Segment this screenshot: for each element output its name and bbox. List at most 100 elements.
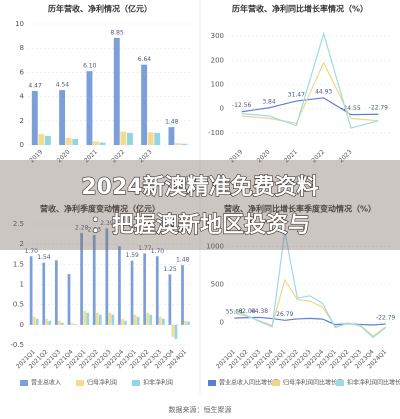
bar xyxy=(120,131,127,145)
chart-title: 历年营收、净利同比增长率情况（%） xyxy=(232,4,368,14)
bar xyxy=(70,322,74,325)
bar xyxy=(65,137,72,145)
bar xyxy=(111,314,115,325)
line xyxy=(234,278,387,337)
bar xyxy=(31,90,38,145)
y-tick-label: 100 xyxy=(211,81,224,89)
data-label: 26.79 xyxy=(276,311,293,318)
y-tick-label: 2.5 xyxy=(13,220,24,228)
y-tick-label: 8 xyxy=(20,44,24,52)
bar xyxy=(58,320,61,325)
y-tick-label: 0 xyxy=(20,141,24,149)
y-tick-label: -0.5 xyxy=(10,341,24,349)
bar xyxy=(161,318,165,325)
bar xyxy=(67,274,71,325)
bar xyxy=(99,142,106,145)
bar xyxy=(126,132,133,145)
y-tick-label: 2 xyxy=(20,117,24,125)
legend-swatch xyxy=(132,380,140,386)
bar xyxy=(108,312,112,325)
data-label: 55.64 xyxy=(226,309,243,316)
bar xyxy=(168,127,175,145)
overlay-band xyxy=(0,160,400,250)
y-tick-label: 4 xyxy=(20,93,25,101)
bar xyxy=(146,312,150,325)
data-label: 1.59 xyxy=(126,252,140,259)
bar xyxy=(105,228,109,325)
y-tick-label: -100 xyxy=(208,129,224,137)
bar xyxy=(121,318,124,325)
bar xyxy=(45,318,49,325)
bar xyxy=(149,314,153,325)
legend-label: 归母净利润同比增长率 xyxy=(283,379,343,387)
bar xyxy=(98,314,102,325)
y-tick-label: 0 xyxy=(220,105,224,113)
chart-title: 营收、净利同比增长率季度变动情况（%） xyxy=(224,204,376,214)
chart-title: 营收、净利季度变动情况（亿元） xyxy=(40,204,160,214)
bar xyxy=(184,320,187,325)
bar xyxy=(187,321,190,325)
bar xyxy=(83,310,86,325)
bar xyxy=(168,274,172,325)
bar xyxy=(59,90,66,145)
legend-swatch xyxy=(208,380,216,386)
y-tick-label: 0 xyxy=(20,321,24,329)
y-tick-label: 2 xyxy=(20,240,24,248)
data-label: 3.84 xyxy=(262,98,276,105)
bar xyxy=(113,37,120,145)
bar xyxy=(32,316,36,325)
legend-label: 营业总收入 xyxy=(31,379,61,387)
data-label: 1.25 xyxy=(163,266,177,273)
data-label: 4.47 xyxy=(28,82,42,89)
bar xyxy=(93,141,99,145)
data-label: 64.38 xyxy=(251,308,268,315)
bar xyxy=(38,134,45,145)
data-label: 2.39 xyxy=(100,220,114,227)
data-label: 6.10 xyxy=(83,63,97,70)
bar xyxy=(147,132,154,145)
bar xyxy=(95,312,99,325)
data-label: 2.23 xyxy=(88,226,102,233)
data-label: 1.70 xyxy=(151,248,165,255)
data-label: 8.85 xyxy=(110,29,124,36)
line xyxy=(241,97,379,116)
bar xyxy=(174,324,178,339)
data-label: 1.77 xyxy=(138,245,152,252)
bar xyxy=(158,316,162,325)
bar xyxy=(35,318,39,325)
data-label: 1.48 xyxy=(165,119,179,126)
bar xyxy=(86,312,90,325)
data-label: 1.48 xyxy=(176,257,190,264)
legend-swatch xyxy=(336,380,344,386)
bar xyxy=(73,324,77,325)
data-label: 44.93 xyxy=(315,88,332,95)
y-tick-label: 6 xyxy=(20,68,25,76)
data-label: 1.54 xyxy=(37,254,51,261)
bar xyxy=(181,143,188,145)
data-label: 1.70 xyxy=(25,248,39,255)
data-label: 31.47 xyxy=(288,92,305,99)
chart-title: 历年营收、净利情况（亿元） xyxy=(48,4,152,14)
data-label: -12.56 xyxy=(232,102,252,109)
data-label: 6.64 xyxy=(138,56,152,63)
legend-label: 营业总收入同比增长率 xyxy=(219,379,279,387)
data-label: -22.79 xyxy=(369,105,389,112)
overlay-text: 2024新澳精准免费资料 xyxy=(81,174,318,200)
bar xyxy=(54,260,58,325)
bar xyxy=(175,143,181,145)
bar xyxy=(130,260,134,325)
bar xyxy=(29,256,33,325)
bar xyxy=(48,320,52,325)
bar xyxy=(154,132,161,145)
y-tick-label: 200 xyxy=(211,56,224,64)
bar xyxy=(143,253,147,325)
source: 数据来源：恒生聚源 xyxy=(169,405,232,414)
legend-label: 扣非净利润同比增长率 xyxy=(347,379,400,387)
bar xyxy=(44,135,51,145)
bar xyxy=(92,234,96,325)
bar xyxy=(155,256,159,325)
data-label: -22.79 xyxy=(376,315,396,322)
bar xyxy=(42,262,46,325)
